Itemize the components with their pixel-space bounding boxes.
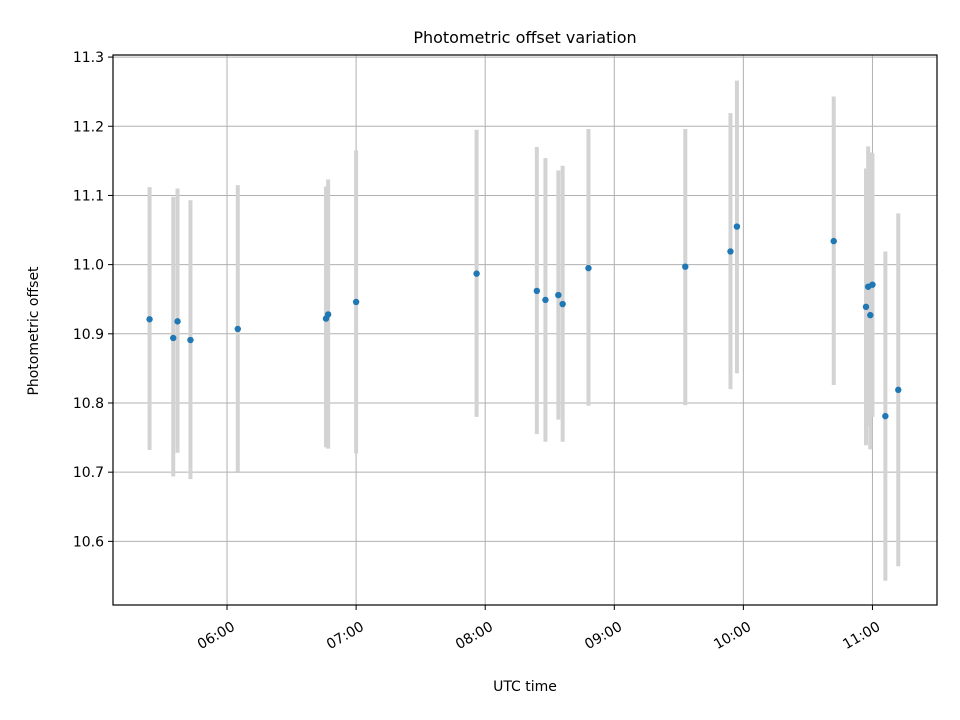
data-point	[324, 311, 332, 318]
data-point	[555, 291, 562, 299]
data-point	[559, 300, 566, 308]
data-point	[682, 263, 689, 270]
data-point	[733, 223, 741, 230]
data-point	[727, 248, 734, 255]
chart-title: Photometric offset variation	[413, 28, 636, 47]
y-axis-ticks: 10.6 10.7 10.8 10.9 11.0 11.1 11.2 11.3	[73, 50, 113, 550]
data-point	[473, 270, 480, 277]
data-point	[187, 336, 194, 344]
data-point	[542, 296, 549, 304]
y-tick-label: 11.1	[73, 188, 104, 204]
y-axis-label: Photometric offset	[26, 266, 42, 396]
x-axis-label: UTC time	[493, 679, 557, 695]
y-tick-label: 11.2	[73, 119, 104, 135]
data-point	[585, 264, 592, 272]
y-tick-label: 10.8	[73, 396, 104, 412]
data-point	[862, 303, 870, 311]
data-point	[352, 298, 360, 306]
y-tick-label: 10.7	[73, 465, 104, 481]
data-point	[533, 287, 541, 295]
y-tick-label: 11.0	[73, 258, 104, 274]
y-tick-label: 10.6	[73, 534, 104, 550]
data-point	[867, 311, 874, 319]
data-point	[234, 325, 241, 333]
data-point	[882, 412, 889, 420]
data-points	[146, 223, 902, 420]
data-point	[170, 334, 177, 342]
data-point	[895, 386, 902, 394]
y-tick-label: 11.3	[73, 50, 104, 66]
y-tick-label: 10.9	[73, 327, 104, 343]
plot-frame	[112, 54, 938, 606]
data-point	[174, 318, 181, 325]
data-point	[146, 316, 153, 323]
data-point	[869, 281, 876, 288]
data-point	[830, 237, 837, 245]
